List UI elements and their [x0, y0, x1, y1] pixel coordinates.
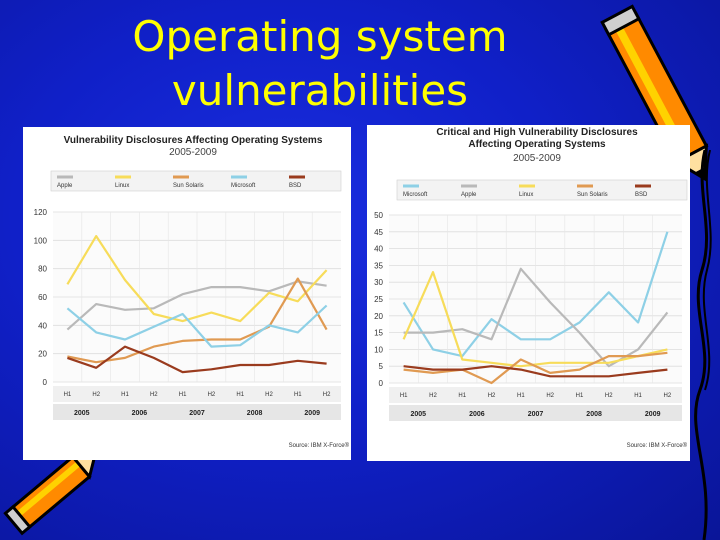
legend-label: BSD [289, 183, 302, 189]
source-label: Source: IBM X-Force® [627, 442, 688, 449]
series-line-linux [66, 234, 328, 323]
x-tick-label: H2 [546, 393, 554, 399]
x-tick-label: H1 [576, 393, 584, 399]
x-tick-label: H2 [323, 392, 331, 398]
chart-subtitle: 2005-2009 [169, 147, 217, 158]
x-tick-label: H1 [64, 392, 72, 398]
year-label: 2005 [74, 410, 90, 417]
y-tick-label: 0 [43, 378, 48, 387]
year-label: 2007 [528, 411, 544, 418]
year-label: 2008 [586, 411, 602, 418]
series-line-bsd [403, 365, 668, 378]
x-tick-label: H1 [179, 392, 187, 398]
year-label: 2009 [645, 411, 661, 418]
x-tick-label: H1 [458, 393, 466, 399]
year-band [389, 405, 682, 421]
y-tick-label: 15 [374, 329, 383, 338]
x-tick-label: H2 [92, 392, 100, 398]
chart-panel-all-disclosures: Vulnerability Disclosures Affecting Oper… [23, 127, 351, 460]
x-tick-label: H2 [265, 392, 273, 398]
y-tick-label: 0 [379, 379, 384, 388]
x-tick-label: H2 [664, 393, 672, 399]
y-tick-label: 20 [374, 312, 383, 321]
chart-title-line: Affecting Operating Systems [468, 139, 606, 150]
y-tick-label: 50 [374, 211, 383, 220]
series-line-microsoft [402, 231, 669, 358]
legend-label: BSD [635, 192, 648, 198]
year-label: 2007 [189, 410, 205, 417]
series-line-sun-solaris [403, 351, 668, 385]
pencil-icon [600, 4, 709, 182]
y-tick-label: 35 [374, 261, 383, 270]
legend-label: Apple [57, 183, 73, 189]
year-label: 2006 [132, 410, 148, 417]
x-tick-label: H2 [208, 392, 216, 398]
x-axis-band [53, 386, 341, 402]
series-line-bsd [67, 345, 327, 374]
legend-label: Apple [461, 192, 477, 198]
slide-title: Operating system vulnerabilities [100, 10, 540, 118]
x-tick-label: H1 [236, 392, 244, 398]
y-tick-label: 5 [379, 362, 384, 371]
x-tick-label: H1 [294, 392, 302, 398]
y-tick-label: 20 [38, 350, 47, 359]
x-tick-label: H1 [400, 393, 408, 399]
x-tick-label: H1 [634, 393, 642, 399]
y-tick-label: 100 [34, 236, 48, 245]
x-tick-label: H2 [605, 393, 613, 399]
y-tick-label: 40 [374, 245, 383, 254]
year-label: 2005 [411, 411, 427, 418]
y-tick-label: 120 [34, 208, 48, 217]
series-line-microsoft [66, 304, 328, 348]
legend-label: Sun Solaris [577, 192, 608, 198]
x-tick-label: H1 [517, 393, 525, 399]
y-tick-label: 80 [38, 265, 47, 274]
chart-all-disclosures: Vulnerability Disclosures Affecting Oper… [34, 135, 350, 449]
y-tick-label: 30 [374, 278, 383, 287]
x-tick-label: H2 [488, 393, 496, 399]
pencil-icon [3, 453, 97, 536]
chart-title-line: Critical and High Vulnerability Disclosu… [436, 127, 638, 138]
year-band [53, 404, 341, 420]
y-tick-label: 25 [374, 295, 383, 304]
series-line-sun-solaris [67, 277, 328, 364]
y-tick-label: 45 [374, 228, 383, 237]
year-label: 2008 [247, 410, 263, 417]
y-tick-label: 60 [38, 293, 47, 302]
x-axis-band [389, 387, 682, 403]
chart-title: Vulnerability Disclosures Affecting Oper… [64, 135, 323, 146]
y-tick-label: 10 [374, 345, 383, 354]
series-line-apple [403, 267, 669, 368]
legend-label: Linux [519, 192, 533, 198]
legend-label: Linux [115, 183, 129, 189]
year-label: 2009 [304, 410, 320, 417]
slide-title-line-1: Operating system [132, 12, 508, 61]
legend-label: Microsoft [231, 183, 256, 189]
squiggle-icon [694, 150, 712, 540]
series-line-apple [66, 280, 327, 331]
legend-label: Sun Solaris [173, 183, 204, 189]
chart-subtitle: 2005-2009 [513, 153, 561, 164]
year-label: 2006 [469, 411, 485, 418]
series-line-linux [402, 271, 668, 368]
source-label: Source: IBM X-Force® [289, 442, 350, 449]
chart-panel-critical-high: Critical and High Vulnerability Disclosu… [367, 125, 690, 461]
x-tick-label: H2 [150, 392, 158, 398]
x-tick-label: H2 [429, 393, 437, 399]
slide-title-line-2: vulnerabilities [171, 66, 469, 115]
legend-label: Microsoft [403, 192, 428, 198]
x-tick-label: H1 [121, 392, 129, 398]
y-tick-label: 40 [38, 321, 47, 330]
chart-critical-high: Critical and High Vulnerability Disclosu… [374, 127, 688, 449]
